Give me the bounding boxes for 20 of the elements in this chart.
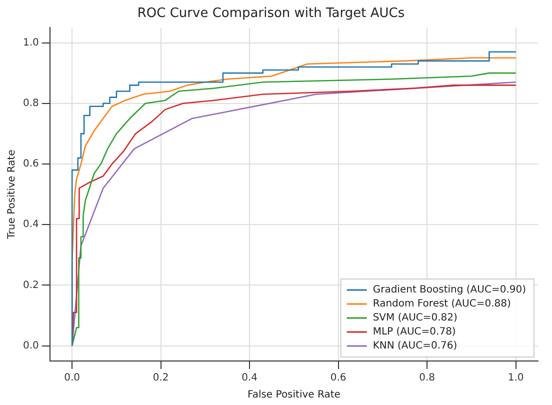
legend-label: MLP (AUC=0.78) xyxy=(372,326,456,338)
legend-label: KNN (AUC=0.76) xyxy=(372,340,458,352)
y-tick-label: 0.0 xyxy=(22,340,39,352)
chart-title: ROC Curve Comparison with Target AUCs xyxy=(137,6,405,22)
x-tick-label: 0.8 xyxy=(419,372,436,384)
y-tick-label: 0.6 xyxy=(22,158,39,170)
x-tick-label: 0.4 xyxy=(242,372,258,384)
y-tick-label: 0.4 xyxy=(22,219,39,230)
x-axis-title: False Positive Rate xyxy=(247,390,340,401)
legend-label: Gradient Boosting (AUC=0.90) xyxy=(372,284,526,296)
x-tick-label: 0.0 xyxy=(64,372,80,384)
y-tick-label: 0.8 xyxy=(22,98,39,109)
y-tick-label: 0.2 xyxy=(22,280,39,291)
x-tick-label: 0.2 xyxy=(152,372,169,384)
legend-label: SVM (AUC=0.82) xyxy=(372,312,458,324)
y-axis-title: True Positive Rate xyxy=(6,150,18,240)
y-tick-label: 1.0 xyxy=(22,37,39,48)
x-tick-label: 1.0 xyxy=(508,372,524,384)
legend-label: Random Forest (AUC=0.88) xyxy=(372,298,511,310)
x-tick-label: 0.6 xyxy=(330,372,346,384)
